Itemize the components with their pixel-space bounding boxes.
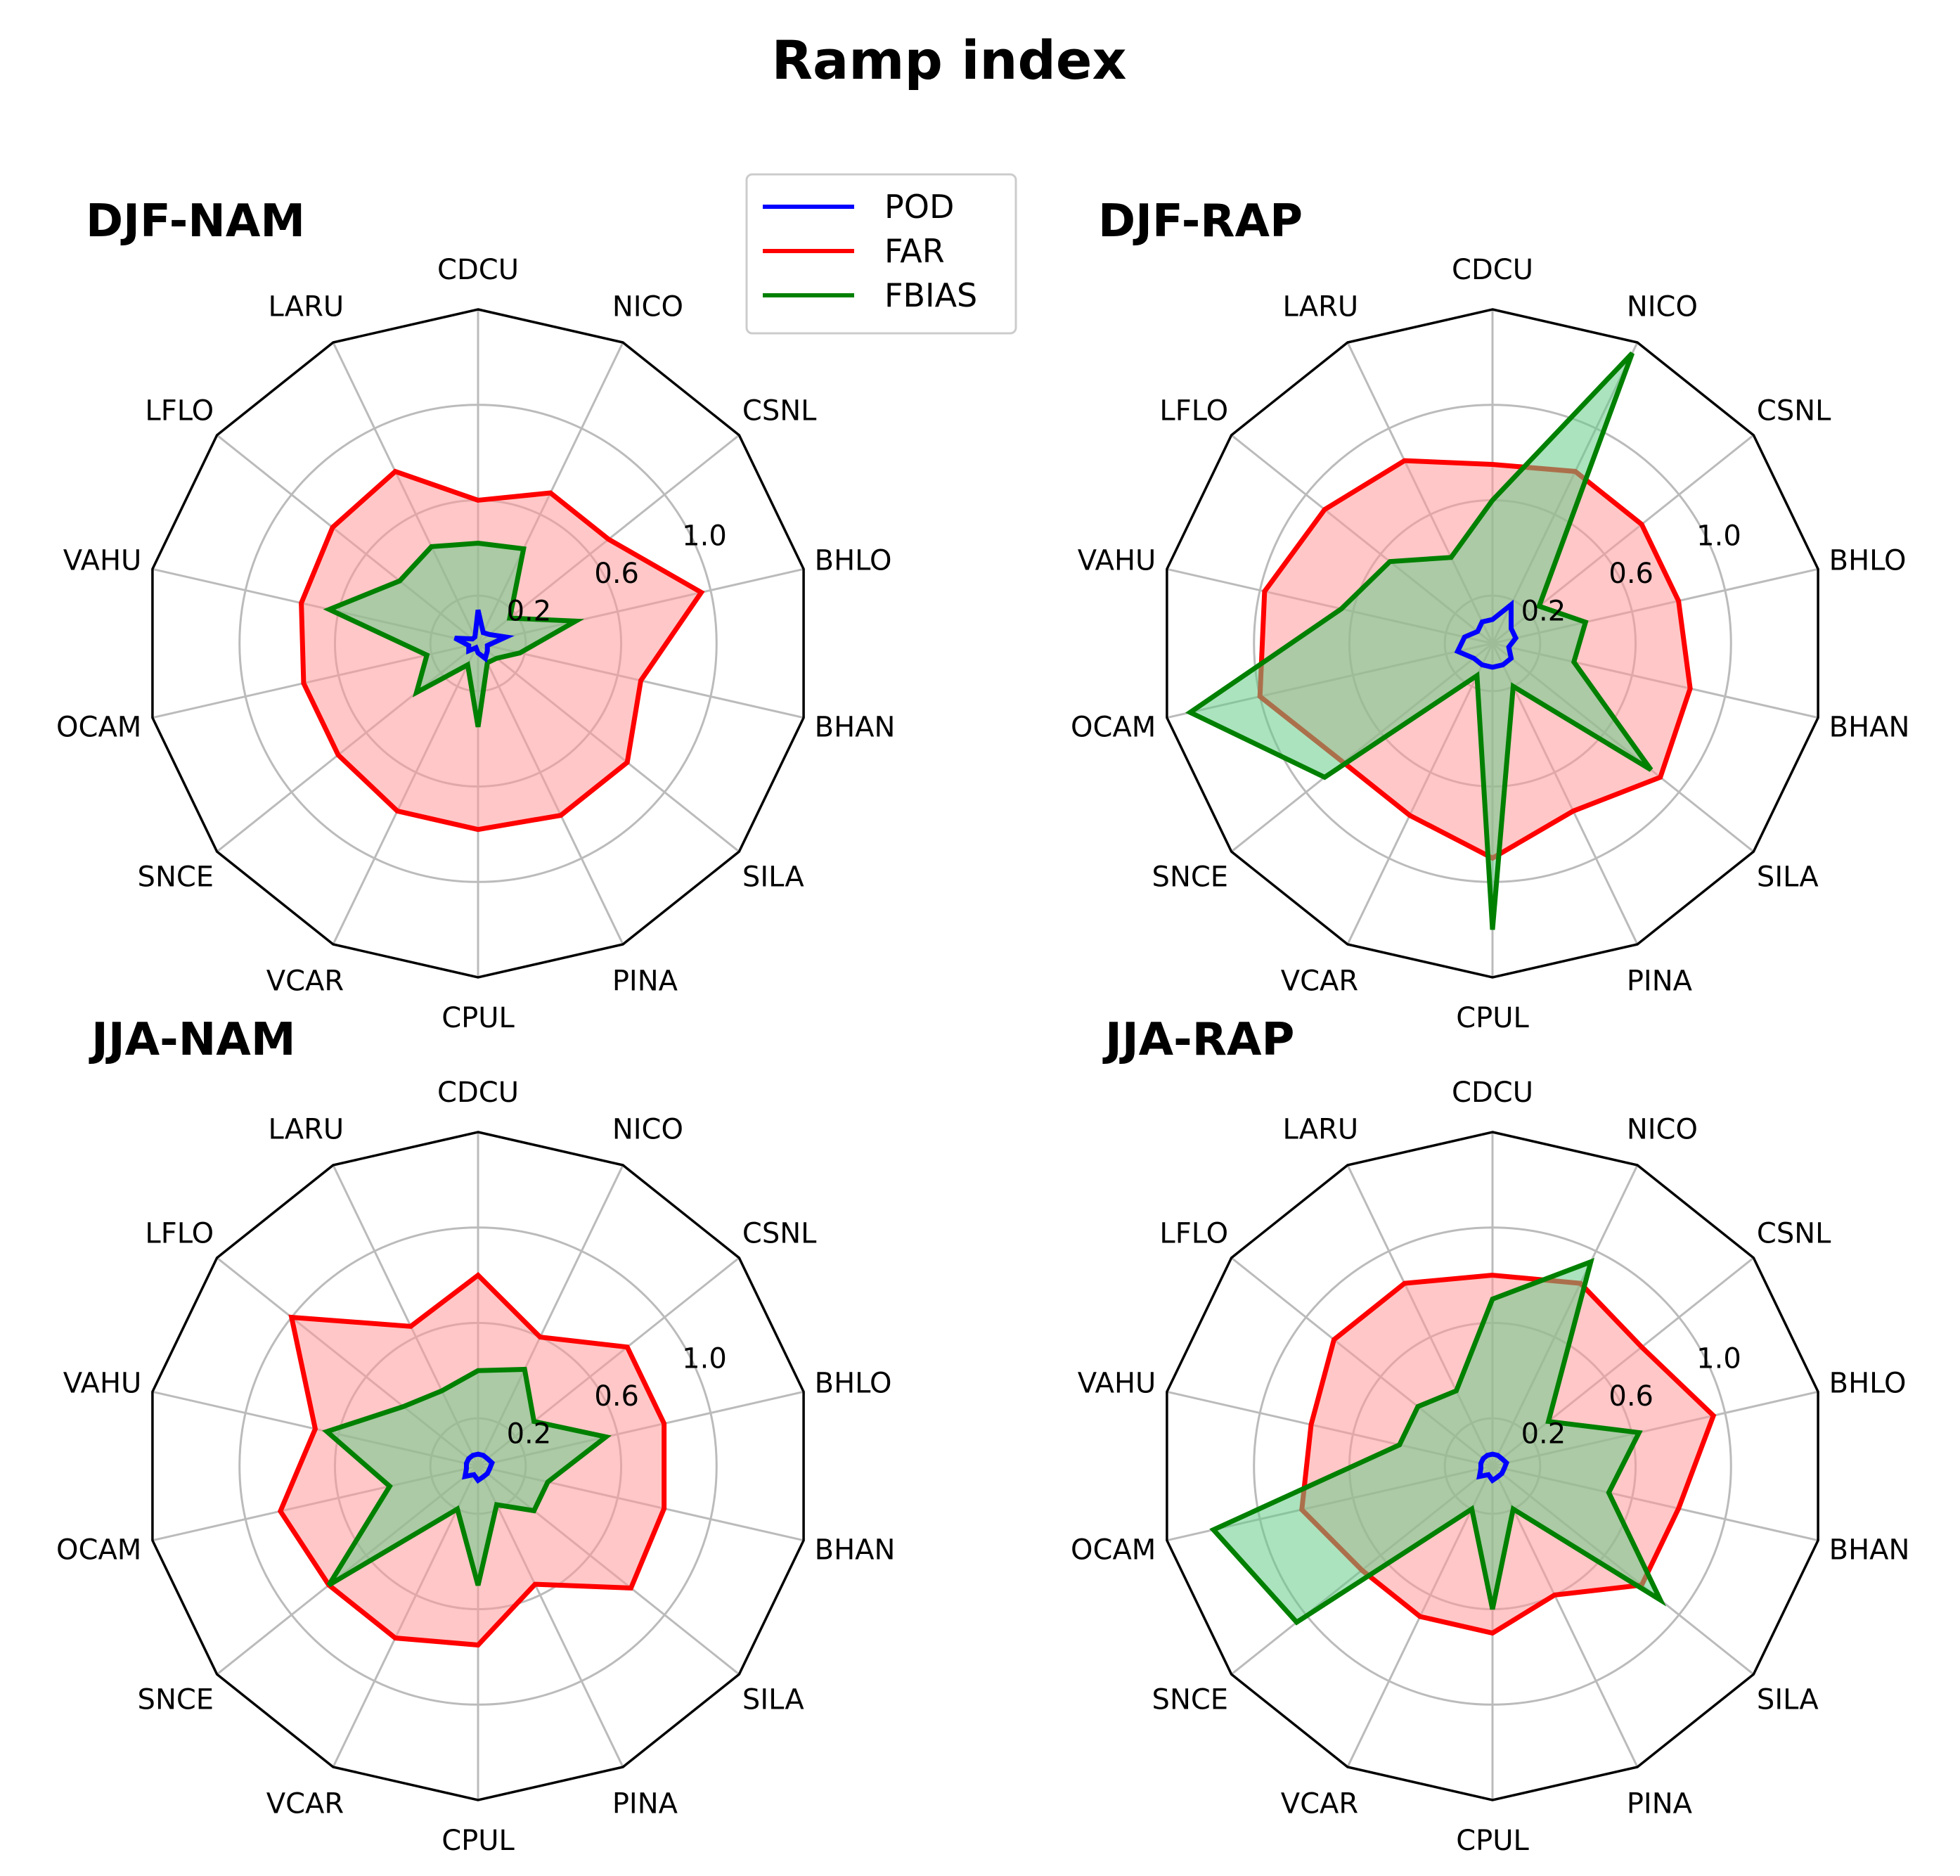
figure-title: Ramp index	[772, 29, 1127, 91]
category-label: BHAN	[1829, 1534, 1910, 1566]
category-label: NICO	[1627, 291, 1698, 323]
category-label: NICO	[612, 1114, 683, 1146]
panel-title: DJF-RAP	[1098, 195, 1303, 248]
radial-tick-label: 0.6	[594, 558, 639, 590]
category-label: CPUL	[1456, 1002, 1529, 1034]
category-label: NICO	[1627, 1114, 1698, 1146]
category-label: VAHU	[1078, 1368, 1156, 1400]
category-label: VCAR	[1281, 1787, 1358, 1820]
category-label: VCAR	[1281, 965, 1358, 997]
radial-tick-label: 0.6	[594, 1380, 639, 1413]
category-label: SILA	[1757, 1684, 1819, 1716]
category-label: OCAM	[1071, 1534, 1156, 1566]
series-line-pod	[1454, 599, 1519, 670]
series-line-pod	[462, 1451, 495, 1484]
category-label: BHAN	[815, 711, 896, 743]
category-label: BHLO	[815, 545, 892, 577]
category-label: SILA	[742, 1684, 804, 1716]
series-line-fbias	[323, 540, 585, 728]
category-label: VCAR	[266, 965, 344, 997]
category-label: BHLO	[1829, 545, 1907, 577]
series-line-fbias	[322, 1366, 612, 1588]
category-label: PINA	[612, 1787, 678, 1820]
category-label: VAHU	[63, 545, 142, 577]
panel-djf-rap: DJF-RAP 0.2 0.6 1.0 CDCU NICO CSNL BHLO BHAN SIL…	[1071, 195, 1909, 1034]
category-label: CDCU	[1452, 1077, 1533, 1109]
series-line-far	[277, 1271, 667, 1648]
category-label: LFLO	[145, 1217, 214, 1249]
category-label: PINA	[612, 965, 678, 997]
category-label: LFLO	[1159, 1217, 1228, 1249]
series-line-far	[1299, 1273, 1717, 1636]
category-label: OCAM	[1071, 711, 1156, 743]
category-label: BHLO	[815, 1368, 892, 1400]
category-label: LARU	[269, 1114, 344, 1146]
category-label: VAHU	[63, 1368, 142, 1400]
series-area-fbias	[1213, 1261, 1661, 1623]
radial-tick-label: 0.2	[1521, 1418, 1566, 1450]
category-label: LARU	[269, 291, 344, 323]
category-label: VAHU	[1078, 545, 1156, 577]
radial-tick-label: 1.0	[1696, 520, 1741, 553]
category-label: VCAR	[266, 1787, 344, 1820]
category-label: CSNL	[742, 394, 817, 427]
legend: POD FAR FBIAS	[745, 173, 1017, 335]
category-label: CPUL	[441, 1825, 515, 1857]
series-line-pod	[1476, 1451, 1509, 1484]
category-label: BHAN	[1829, 711, 1910, 743]
category-label: PINA	[1627, 1787, 1693, 1820]
radial-tick-label: 0.2	[1521, 595, 1566, 627]
category-label: CPUL	[1456, 1825, 1529, 1857]
series-line-pod	[453, 609, 515, 663]
category-label: OCAM	[56, 711, 141, 743]
radial-tick-label: 1.0	[682, 520, 727, 553]
category-label: CDCU	[1452, 254, 1533, 286]
category-label: SNCE	[1152, 861, 1229, 894]
legend-label-far: FAR	[884, 232, 945, 270]
radar-frame	[151, 1131, 805, 1801]
radial-tick-label: 0.6	[1608, 558, 1653, 590]
category-label: CSNL	[1757, 1217, 1831, 1249]
radial-tick-label: 1.0	[682, 1343, 727, 1375]
legend-label-fbias: FBIAS	[884, 276, 977, 314]
category-label: CDCU	[437, 254, 519, 286]
category-label: SNCE	[138, 861, 214, 894]
panel-jja-rap: JJA-RAP 0.2 0.6 1.0 CDCU NICO CSNL BHLO BHAN SIL…	[1071, 1014, 1909, 1857]
category-label: OCAM	[56, 1534, 141, 1566]
category-label: NICO	[612, 291, 683, 323]
radial-tick-label: 0.2	[507, 1418, 552, 1450]
series-line-fbias	[1209, 1257, 1667, 1626]
series-line-far	[299, 468, 705, 833]
series-line-fbias	[1185, 351, 1653, 930]
panel-title: JJA-NAM	[89, 1014, 296, 1066]
category-label: CDCU	[437, 1077, 519, 1109]
panel-djf-nam: DJF-NAM 0.2 0.6 1.0 CDCU NICO CSNL BHLO BHAN SIL…	[56, 195, 895, 1034]
panel-jja-nam: JJA-NAM 0.2 0.6 1.0 CDCU NICO CSNL BHLO BHAN SIL…	[56, 1014, 895, 1857]
radial-tick-label: 0.6	[1608, 1380, 1653, 1413]
radar-frame	[1166, 1131, 1819, 1801]
category-label: LARU	[1283, 291, 1359, 323]
category-label: SNCE	[1152, 1684, 1229, 1716]
category-label: BHAN	[815, 1534, 896, 1566]
category-label: LFLO	[145, 394, 214, 427]
panel-title: DJF-NAM	[86, 195, 305, 248]
panel-title: JJA-RAP	[1102, 1014, 1294, 1066]
category-label: LFLO	[1159, 394, 1228, 427]
radial-tick-label: 1.0	[1696, 1343, 1741, 1375]
category-label: CPUL	[441, 1002, 515, 1034]
category-label: PINA	[1627, 965, 1693, 997]
category-label: LARU	[1283, 1114, 1359, 1146]
radar-frame	[151, 308, 805, 979]
category-label: CSNL	[1757, 394, 1831, 427]
category-label: CSNL	[742, 1217, 817, 1249]
category-label: SNCE	[138, 1684, 214, 1716]
category-label: SILA	[742, 861, 804, 894]
category-label: BHLO	[1829, 1368, 1907, 1400]
legend-label-pod: POD	[884, 188, 954, 226]
radar-frame	[1166, 308, 1819, 979]
category-label: SILA	[1757, 861, 1819, 894]
series-area-fbias	[1189, 353, 1651, 930]
radial-tick-label: 0.2	[507, 595, 552, 627]
